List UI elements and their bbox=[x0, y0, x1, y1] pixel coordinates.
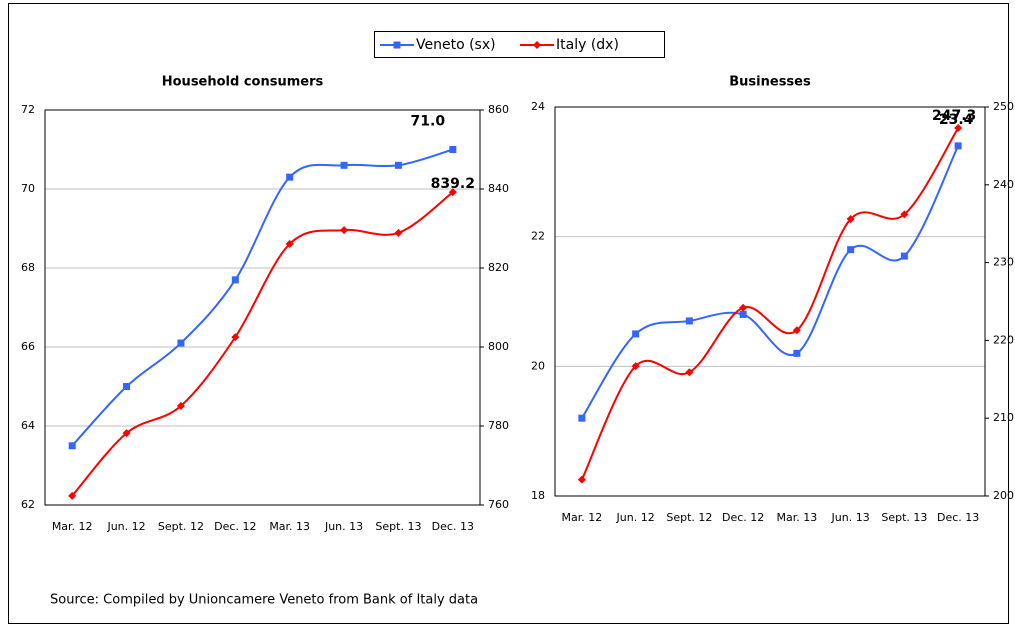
x-tick-label: Jun. 12 bbox=[616, 511, 655, 524]
y-tick-label: 70 bbox=[21, 182, 35, 195]
point bbox=[631, 362, 640, 371]
x-tick-label: Sept. 12 bbox=[158, 520, 204, 533]
point bbox=[632, 330, 640, 338]
point bbox=[285, 239, 294, 248]
y2-tick-label: 220 bbox=[993, 333, 1014, 346]
point bbox=[340, 226, 349, 235]
plot-area bbox=[554, 106, 986, 497]
x-tick-label: Mar. 12 bbox=[52, 520, 93, 533]
x-tick-label: Sept. 12 bbox=[666, 511, 712, 524]
y2-tick-label: 230 bbox=[993, 256, 1014, 269]
x-tick-label: Dec. 12 bbox=[722, 511, 764, 524]
y-tick-label: 24 bbox=[531, 100, 545, 113]
value-label: 71.0 bbox=[411, 114, 446, 130]
x-tick-label: Mar. 13 bbox=[777, 511, 818, 524]
x-tick-label: Dec. 13 bbox=[937, 511, 979, 524]
y-tick-label: 68 bbox=[21, 261, 35, 274]
point bbox=[394, 161, 402, 169]
y-tick-label: 66 bbox=[21, 340, 35, 353]
x-tick-label: Sept. 13 bbox=[375, 520, 421, 533]
point bbox=[846, 215, 855, 224]
point bbox=[68, 442, 76, 450]
y2-tick-label: 780 bbox=[488, 419, 509, 432]
point bbox=[286, 173, 294, 181]
point bbox=[954, 124, 963, 133]
point bbox=[123, 383, 131, 390]
chart-title: Household consumers bbox=[162, 75, 324, 90]
point bbox=[739, 303, 748, 312]
point bbox=[900, 210, 909, 219]
legend-marker bbox=[533, 41, 541, 49]
point bbox=[449, 146, 457, 153]
y2-tick-label: 250 bbox=[993, 100, 1014, 113]
point bbox=[847, 246, 855, 254]
legend-label: Italy (dx) bbox=[556, 37, 619, 53]
point bbox=[340, 161, 348, 169]
point bbox=[793, 349, 801, 357]
x-tick-label: Jun. 12 bbox=[106, 520, 145, 533]
point bbox=[954, 142, 962, 150]
point bbox=[231, 333, 240, 342]
value-label: 839.2 bbox=[431, 176, 475, 192]
point bbox=[394, 228, 403, 237]
x-tick-label: Mar. 13 bbox=[269, 520, 310, 533]
x-tick-label: Mar. 12 bbox=[562, 511, 603, 524]
point bbox=[177, 339, 185, 347]
point bbox=[685, 317, 693, 325]
y-tick-label: 18 bbox=[531, 489, 545, 502]
y-tick-label: 20 bbox=[531, 359, 545, 372]
y-tick-label: 64 bbox=[21, 419, 35, 432]
series-line bbox=[71, 148, 454, 447]
x-tick-label: Dec. 12 bbox=[214, 520, 256, 533]
legend-box bbox=[374, 31, 665, 58]
point bbox=[578, 414, 586, 422]
y2-tick-label: 800 bbox=[488, 340, 509, 353]
x-tick-label: Jun. 13 bbox=[324, 520, 363, 533]
y2-tick-label: 860 bbox=[488, 103, 509, 116]
y2-tick-label: 760 bbox=[488, 498, 509, 511]
y-tick-label: 22 bbox=[531, 230, 545, 243]
chart-title: Businesses bbox=[729, 75, 811, 90]
y2-tick-label: 840 bbox=[488, 182, 509, 195]
y2-tick-label: 240 bbox=[993, 178, 1014, 191]
point bbox=[792, 326, 801, 335]
value-label: 23.4 bbox=[939, 112, 974, 128]
point bbox=[68, 491, 77, 500]
x-tick-label: Sept. 13 bbox=[881, 511, 927, 524]
legend: Veneto (sx) Italy (dx) bbox=[380, 37, 619, 53]
value-label: 247.3 bbox=[932, 108, 976, 124]
legend-marker bbox=[393, 41, 401, 49]
point bbox=[231, 276, 239, 284]
point bbox=[577, 475, 586, 484]
y2-tick-label: 210 bbox=[993, 411, 1014, 424]
point bbox=[122, 429, 131, 438]
y2-tick-label: 820 bbox=[488, 261, 509, 274]
plot-area bbox=[44, 109, 481, 506]
point bbox=[685, 368, 694, 377]
x-tick-label: Dec. 13 bbox=[432, 520, 474, 533]
point bbox=[448, 188, 457, 197]
point bbox=[176, 401, 185, 410]
y-tick-label: 72 bbox=[21, 103, 35, 116]
point bbox=[900, 252, 908, 260]
source-note: Source: Compiled by Unioncamere Veneto f… bbox=[50, 593, 478, 608]
x-tick-label: Jun. 13 bbox=[831, 511, 870, 524]
point bbox=[739, 310, 747, 318]
y2-tick-label: 200 bbox=[993, 489, 1014, 502]
legend-label: Veneto (sx) bbox=[416, 37, 496, 53]
y-tick-label: 62 bbox=[21, 498, 35, 511]
